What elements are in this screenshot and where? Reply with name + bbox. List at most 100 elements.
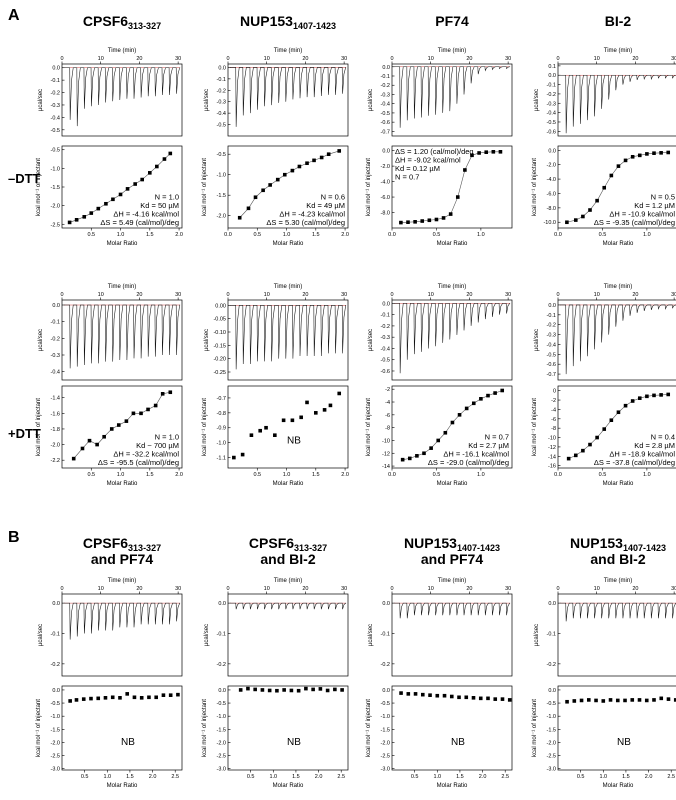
- y-tick-label: 0.0: [548, 148, 556, 154]
- data-point: [470, 153, 474, 158]
- y-tick-label: -0.8: [217, 411, 226, 417]
- x-tick-label: 0.0: [388, 472, 396, 478]
- data-point: [268, 183, 272, 187]
- data-point: [305, 161, 309, 166]
- y-tick-label: -0.6: [547, 362, 556, 368]
- data-point: [95, 442, 99, 447]
- data-point: [565, 220, 569, 225]
- y-tick-label: -0.5: [51, 148, 60, 154]
- data-point: [479, 397, 483, 401]
- data-point: [240, 452, 245, 457]
- x-axis-label: Time (min): [604, 284, 632, 290]
- fit-parameter: Kd = 49 µM: [306, 201, 345, 210]
- data-point: [471, 401, 476, 406]
- y-tick-label: -0.2: [217, 662, 226, 668]
- x-tick-label: 0.5: [599, 232, 607, 238]
- data-point: [168, 390, 173, 395]
- data-point: [264, 425, 268, 430]
- x-tick-label: 2.5: [171, 774, 179, 780]
- x-tick-label: 30: [175, 56, 181, 62]
- data-point: [477, 151, 481, 155]
- x-axis-label: Molar Ratio: [603, 481, 634, 487]
- x-axis-label: Molar Ratio: [603, 783, 634, 789]
- y-tick-label: -6: [551, 417, 556, 423]
- y-axis-label: kcal mol⁻¹ of injectant: [202, 699, 208, 757]
- y-tick-label: -0.3: [547, 101, 556, 107]
- x-tick-label: 1.0: [103, 774, 111, 780]
- column-title: NUP1531407-1423: [404, 535, 500, 553]
- data-point: [464, 695, 469, 700]
- x-tick-label: 30: [505, 292, 511, 298]
- data-point: [299, 415, 303, 420]
- y-tick-label: -1.0: [51, 714, 60, 720]
- x-tick-label: 1.5: [126, 774, 134, 780]
- x-tick-label: 20: [632, 586, 638, 592]
- x-tick-label: 0.5: [411, 774, 419, 780]
- x-tick-label: 1.0: [643, 232, 651, 238]
- y-tick-label: -0.1: [547, 83, 556, 89]
- y-tick-label: -0.1: [51, 78, 60, 84]
- no-binding-label: NB: [287, 737, 301, 748]
- y-tick-label: -14: [548, 454, 556, 460]
- itc-panel-a-plus-cpsf6: 0 10 20 30 Time (min) 0.0 -0.1 -0.2 -0.3 -0.4 µcal…: [36, 284, 183, 487]
- x-tick-label: 10: [98, 586, 104, 592]
- data-point: [74, 218, 79, 222]
- data-point: [118, 192, 123, 197]
- x-tick-label: 2.0: [175, 472, 183, 478]
- data-point: [463, 168, 467, 172]
- data-point: [630, 698, 635, 702]
- data-point: [637, 396, 642, 400]
- x-tick-label: 20: [466, 56, 472, 62]
- data-point: [124, 419, 129, 423]
- y-tick-label: -0.2: [51, 336, 60, 342]
- x-tick-label: 1.0: [283, 232, 291, 238]
- thermogram-trace: [229, 67, 347, 127]
- x-tick-label: 0: [60, 56, 63, 62]
- data-point: [168, 693, 173, 697]
- x-tick-label: 0: [390, 586, 393, 592]
- data-point: [637, 698, 642, 702]
- column-title-line2: and BI-2: [590, 551, 645, 567]
- x-tick-label: 0.5: [433, 232, 441, 238]
- data-point: [81, 697, 86, 701]
- x-tick-label: 10: [594, 56, 600, 62]
- y-tick-label: -0.2: [51, 91, 60, 97]
- data-point: [96, 206, 101, 211]
- thermogram-frame: [227, 299, 349, 381]
- x-tick-label: 10: [594, 292, 600, 298]
- y-tick-label: -0.2: [217, 88, 226, 94]
- fit-parameter: N = 1.0: [155, 193, 179, 202]
- thermogram-trace: [393, 303, 511, 374]
- x-tick-label: 20: [466, 586, 472, 592]
- data-point: [588, 442, 592, 447]
- x-tick-label: 10: [264, 586, 270, 592]
- data-point: [155, 164, 159, 169]
- y-tick-label: -0.15: [213, 343, 226, 349]
- fit-parameter: ΔS = 1.20 (cal/mol)/deg: [395, 147, 474, 156]
- thermogram-trace: [559, 74, 676, 134]
- x-tick-label: 20: [302, 292, 308, 298]
- y-tick-label: -0.4: [51, 370, 60, 376]
- thermogram-trace: [393, 66, 511, 128]
- x-tick-label: 1.5: [146, 232, 154, 238]
- itc-panel-a-minus-bi2: BI-2 0 10 20 30 Time (min) 0.1 0.0 -0.1 -0.2 -0.3 -…: [532, 13, 676, 247]
- y-tick-label: -2.0: [217, 214, 226, 220]
- data-point: [415, 454, 419, 458]
- data-point: [644, 698, 649, 703]
- y-axis-label: kcal mol⁻¹ of injectant: [36, 398, 42, 456]
- y-tick-label: -0.1: [381, 631, 390, 637]
- y-tick-label: -2.0: [547, 740, 556, 746]
- data-point: [253, 195, 258, 200]
- x-tick-label: 2.0: [341, 472, 349, 478]
- fit-parameter: Kd = 2.8 µM: [634, 441, 675, 450]
- y-axis-label: µcal/sec: [38, 89, 44, 111]
- data-point: [595, 435, 599, 440]
- y-tick-label: -0.4: [381, 102, 390, 108]
- y-tick-label: -10: [382, 438, 390, 444]
- data-point: [652, 151, 656, 155]
- y-tick-label: -3.0: [381, 767, 390, 773]
- y-tick-label: -1.8: [51, 427, 60, 433]
- thermogram-trace: [393, 602, 511, 619]
- data-point: [328, 403, 333, 408]
- y-tick-label: -8: [551, 426, 556, 432]
